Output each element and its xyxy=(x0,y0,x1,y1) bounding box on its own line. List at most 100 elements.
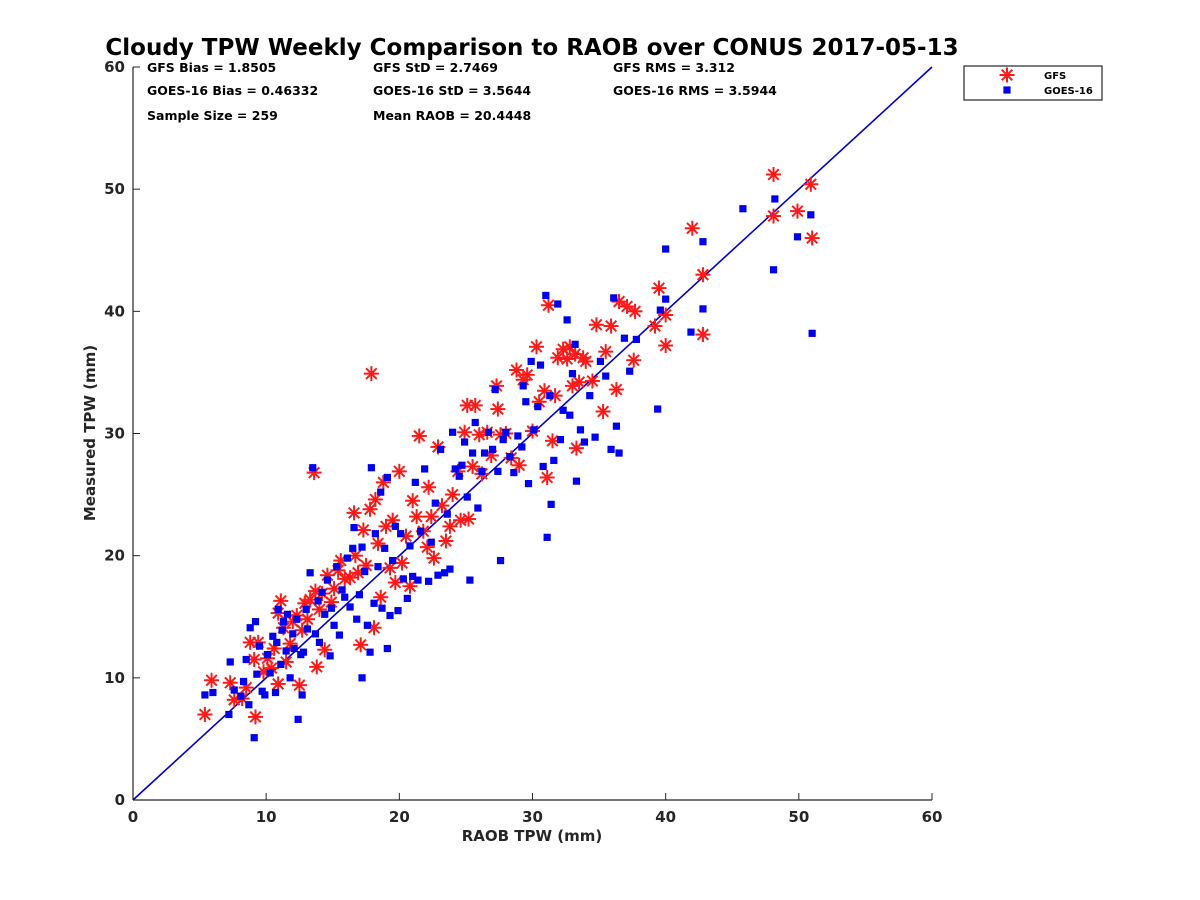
gfs-point xyxy=(197,706,213,722)
goes16-point xyxy=(576,426,585,434)
legend-goes16-square xyxy=(1003,86,1011,94)
goes16-point xyxy=(355,591,363,599)
stat-gfs-rms: GFS RMS = 3.312 xyxy=(613,60,735,75)
goes16-point xyxy=(209,688,217,697)
goes16-point xyxy=(397,530,405,538)
goes16-point xyxy=(258,687,266,695)
goes16-point xyxy=(662,245,670,253)
goes16-point xyxy=(338,586,346,594)
goes16-point xyxy=(519,382,527,390)
goes16-point xyxy=(391,522,399,530)
goes16-point xyxy=(499,436,507,444)
gfs-point xyxy=(355,522,371,538)
gfs-point xyxy=(540,297,556,313)
goes16-point xyxy=(434,571,442,579)
y-tick-label: 0 xyxy=(115,791,125,809)
goes16-point xyxy=(441,569,449,577)
gfs-point xyxy=(651,280,667,296)
goes16-point xyxy=(371,530,379,538)
goes16-point xyxy=(283,610,292,618)
goes16-point xyxy=(266,669,274,677)
gfs-point xyxy=(578,353,594,369)
gfs-point xyxy=(367,491,383,507)
goes16-point xyxy=(478,467,486,475)
gfs-point xyxy=(291,677,307,693)
gfs-point xyxy=(467,397,483,413)
goes16-point xyxy=(335,631,344,639)
goes16-point xyxy=(427,538,435,546)
goes16-point xyxy=(443,510,451,518)
gfs-point xyxy=(608,382,624,398)
goes16-point xyxy=(566,411,574,419)
goes16-point xyxy=(282,647,290,655)
stat-goes16-bias: GOES-16 Bias = 0.46332 xyxy=(147,83,318,98)
goes16-point xyxy=(293,615,301,623)
stat-goes16-rms: GOES-16 RMS = 3.5944 xyxy=(613,83,777,98)
goes16-point xyxy=(279,618,288,626)
goes16-point xyxy=(303,625,312,633)
gfs-point xyxy=(588,317,604,333)
legend-box xyxy=(963,65,1103,101)
gfs-point xyxy=(803,176,819,192)
goes16-point xyxy=(463,493,471,501)
gfs-point xyxy=(299,611,315,627)
goes16-point xyxy=(261,691,269,699)
stat-gfs-bias: GFS Bias = 1.8505 xyxy=(147,60,276,75)
gfs-point xyxy=(222,675,238,691)
gfs-point xyxy=(204,672,220,688)
goes16-point xyxy=(542,291,550,300)
goes16-point xyxy=(298,691,306,699)
stat-mean-raob: Mean RAOB = 20.4448 xyxy=(373,108,531,123)
goes16-point xyxy=(350,523,358,532)
axis-ticks: 0 10 20 30 40 50 60 0 10 20 30 40 50 60 xyxy=(104,58,942,826)
goes16-point xyxy=(539,462,547,471)
goes16-point xyxy=(437,445,445,453)
x-tick-label: 50 xyxy=(788,808,809,826)
gfs-point xyxy=(603,318,619,334)
y-tick-label: 60 xyxy=(104,58,125,76)
goes16-point xyxy=(361,567,369,576)
gfs-point xyxy=(363,366,379,382)
gfs-point xyxy=(647,318,663,334)
gfs-point xyxy=(568,440,584,456)
goes16-point xyxy=(343,554,351,562)
gfs-point xyxy=(394,555,410,571)
gfs-point xyxy=(342,570,358,586)
goes16-point xyxy=(602,372,610,380)
goes16-point xyxy=(484,428,493,436)
goes16-point xyxy=(546,392,554,400)
goes16-point xyxy=(286,674,294,682)
goes16-point xyxy=(253,670,261,678)
goes16-point xyxy=(414,576,422,584)
goes16-point xyxy=(255,642,264,650)
goes16-point xyxy=(294,715,302,723)
chart-title: Cloudy TPW Weekly Comparison to RAOB ove… xyxy=(105,35,958,61)
x-tick-label: 0 xyxy=(128,808,138,826)
goes16-point xyxy=(302,605,310,614)
goes16-point xyxy=(687,328,695,336)
gfs-point xyxy=(373,589,389,605)
gfs-point xyxy=(405,493,421,509)
goes16-point xyxy=(460,438,469,446)
gfs-point xyxy=(438,533,454,549)
goes16-point xyxy=(793,233,802,241)
x-tick-label: 10 xyxy=(256,808,277,826)
goes16-point xyxy=(615,449,623,457)
goes16-point xyxy=(411,478,419,486)
goes16-point xyxy=(580,438,589,446)
goes16-point xyxy=(518,443,526,451)
goes16-point xyxy=(506,453,514,461)
gfs-point xyxy=(426,550,442,566)
goes16-point xyxy=(326,652,334,660)
goes16-point xyxy=(491,385,499,394)
goes16-point xyxy=(699,305,707,313)
gfs-point xyxy=(519,367,535,383)
goes16-point xyxy=(502,428,510,436)
gfs-point xyxy=(246,652,262,668)
goes16-point xyxy=(330,621,338,629)
goes16-point xyxy=(277,660,285,668)
gfs-point xyxy=(353,637,369,653)
goes16-point xyxy=(306,569,314,577)
gfs-point xyxy=(442,518,458,534)
